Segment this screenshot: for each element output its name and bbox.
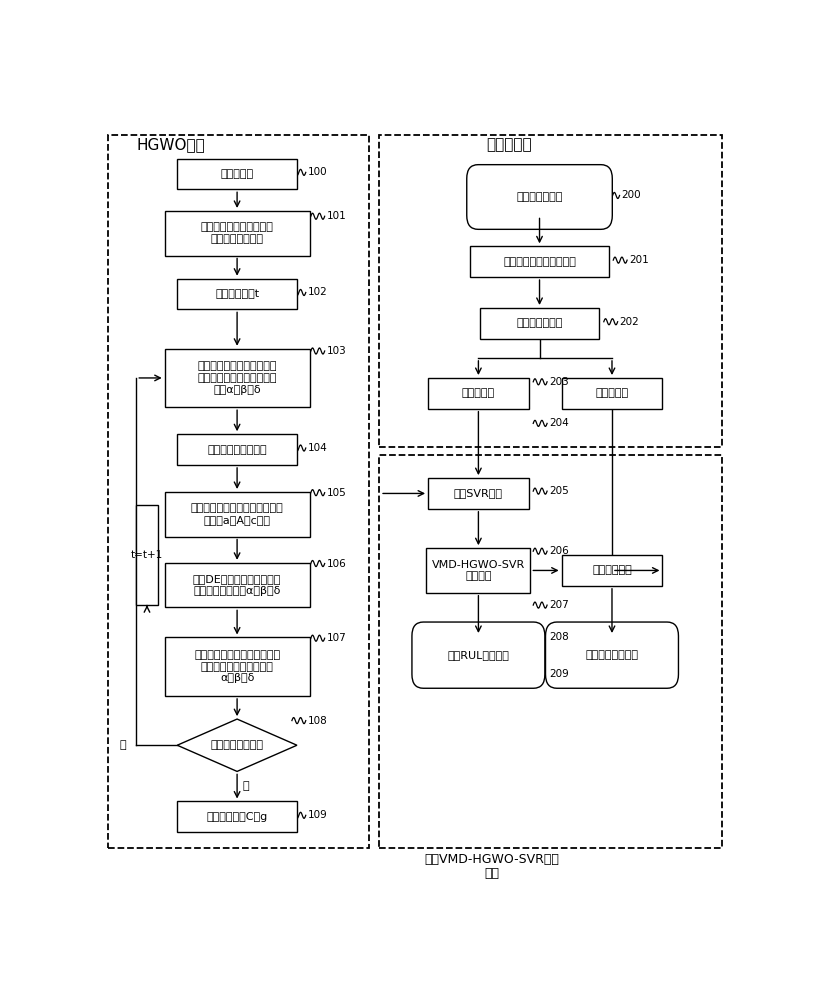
Text: 109: 109 xyxy=(307,810,328,820)
Text: 判断是否终止迭代: 判断是否终止迭代 xyxy=(211,740,263,750)
Text: 103: 103 xyxy=(327,346,346,356)
Text: 是: 是 xyxy=(242,781,249,791)
Text: 102: 102 xyxy=(307,287,328,297)
Text: 106: 106 xyxy=(327,559,346,569)
Polygon shape xyxy=(177,719,297,771)
FancyBboxPatch shape xyxy=(427,548,530,593)
Text: 205: 205 xyxy=(549,486,569,496)
FancyBboxPatch shape xyxy=(428,378,528,409)
Text: 100: 100 xyxy=(307,167,328,177)
Text: 107: 107 xyxy=(327,633,346,643)
Text: 预测: 预测 xyxy=(485,867,500,880)
Text: 更新当前个体的位置: 更新当前个体的位置 xyxy=(207,445,267,455)
FancyBboxPatch shape xyxy=(177,158,297,189)
FancyBboxPatch shape xyxy=(164,563,310,607)
Text: 203: 203 xyxy=(549,377,569,387)
FancyBboxPatch shape xyxy=(164,349,310,407)
FancyBboxPatch shape xyxy=(470,246,609,277)
Text: 设置起始预测点: 设置起始预测点 xyxy=(516,318,563,328)
Text: 训练VMD-HGWO-SVR模型: 训练VMD-HGWO-SVR模型 xyxy=(425,853,559,866)
Text: 计算父代种群中每个个体的
适应度值，选出最优的三只
个体α，β，δ: 计算父代种群中每个个体的 适应度值，选出最优的三只 个体α，β，δ xyxy=(198,361,277,395)
FancyBboxPatch shape xyxy=(177,434,297,465)
Text: 101: 101 xyxy=(327,211,346,221)
Text: 207: 207 xyxy=(549,600,569,610)
FancyBboxPatch shape xyxy=(546,622,679,688)
Text: 208: 208 xyxy=(549,632,569,642)
Text: 改进初始化种群方式，产
生初始化个体种群: 改进初始化种群方式，产 生初始化个体种群 xyxy=(201,222,273,244)
Text: 计算所有个体的适应度值，选
出更新后最优的三个个体
α，β，δ: 计算所有个体的适应度值，选 出更新后最优的三个个体 α，β，δ xyxy=(194,650,280,683)
FancyBboxPatch shape xyxy=(428,478,528,509)
Text: t=t+1: t=t+1 xyxy=(131,550,163,560)
Text: 采用新型非线性收敛因子控制策
略更新a，A，c的值: 采用新型非线性收敛因子控制策 略更新a，A，c的值 xyxy=(191,503,284,525)
FancyBboxPatch shape xyxy=(164,492,310,537)
FancyBboxPatch shape xyxy=(480,308,599,339)
Text: 输出最优参数C和g: 输出最优参数C和g xyxy=(207,812,267,822)
Text: 训练SVR模型: 训练SVR模型 xyxy=(454,488,503,498)
Text: 201: 201 xyxy=(629,255,649,265)
Text: VMD-HGWO-SVR
预测模型: VMD-HGWO-SVR 预测模型 xyxy=(432,560,525,581)
Text: 初始化参数: 初始化参数 xyxy=(220,169,254,179)
FancyBboxPatch shape xyxy=(467,165,612,229)
FancyBboxPatch shape xyxy=(562,555,663,586)
FancyBboxPatch shape xyxy=(164,211,310,256)
FancyBboxPatch shape xyxy=(177,801,297,832)
Text: 209: 209 xyxy=(549,669,569,679)
Text: 采用DE算法产生新个体，更
新先前的最优个体α，β，δ: 采用DE算法产生新个体，更 新先前的最优个体α，β，δ xyxy=(193,574,281,596)
Text: 206: 206 xyxy=(549,546,569,556)
Text: HGWO算法: HGWO算法 xyxy=(137,137,205,152)
Text: 训练数据集: 训练数据集 xyxy=(462,388,495,398)
Text: 电池容量数据集: 电池容量数据集 xyxy=(516,192,563,202)
Text: 去除容量再生和噪声波动: 去除容量再生和噪声波动 xyxy=(503,257,576,267)
FancyBboxPatch shape xyxy=(412,622,545,688)
Text: 数据预处理: 数据预处理 xyxy=(486,137,532,152)
Text: 200: 200 xyxy=(621,190,641,200)
Text: 否: 否 xyxy=(120,740,126,750)
FancyBboxPatch shape xyxy=(177,279,297,309)
FancyBboxPatch shape xyxy=(164,637,310,696)
Text: 输出RUL预测结果: 输出RUL预测结果 xyxy=(447,650,510,660)
Text: 输出评估指标结果: 输出评估指标结果 xyxy=(585,650,638,660)
Text: 设置迭代次数t: 设置迭代次数t xyxy=(215,289,259,299)
Text: 计算评估指标: 计算评估指标 xyxy=(592,565,632,575)
Text: 105: 105 xyxy=(327,488,346,498)
FancyBboxPatch shape xyxy=(562,378,663,409)
Text: 测试数据集: 测试数据集 xyxy=(595,388,628,398)
Text: 204: 204 xyxy=(549,418,569,428)
Text: 202: 202 xyxy=(620,317,639,327)
FancyBboxPatch shape xyxy=(136,505,158,605)
Text: 104: 104 xyxy=(307,443,328,453)
Text: 108: 108 xyxy=(307,716,328,726)
